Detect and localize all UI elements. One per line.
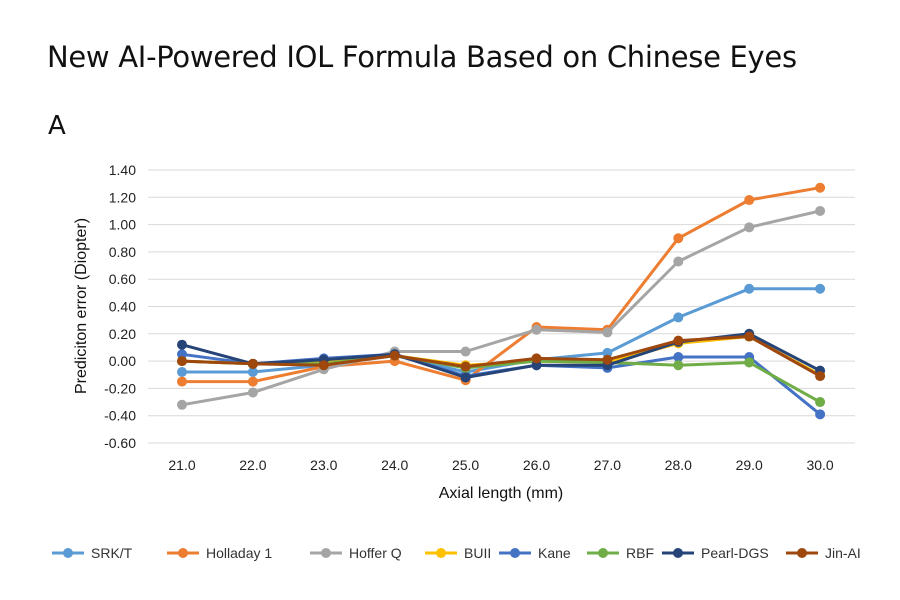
data-point — [815, 371, 826, 382]
page-title: New AI-Powered IOL Formula Based on Chin… — [47, 40, 797, 74]
y-tick-label: 0.40 — [109, 299, 136, 315]
data-point — [177, 339, 187, 350]
legend-label: Kane — [538, 545, 571, 561]
y-tick-label: 1.40 — [109, 162, 136, 178]
y-tick-label: -0.40 — [104, 408, 136, 424]
x-tick-label: 24.0 — [381, 457, 408, 473]
data-point — [318, 360, 329, 371]
legend-swatch-marker — [63, 548, 73, 558]
legend-item: Holladay 1 — [167, 545, 272, 561]
legend-swatch-marker — [178, 548, 188, 558]
legend-swatch-marker — [436, 548, 446, 558]
panel-label: A — [48, 111, 66, 141]
series-jin-ai — [177, 331, 826, 382]
x-tick-label: 21.0 — [168, 457, 195, 473]
legend-item: RBF — [587, 545, 654, 561]
data-point — [177, 356, 187, 367]
y-axis-title: Prediciton error (Diopter) — [73, 218, 90, 394]
data-point — [460, 361, 471, 372]
legend-item: Pearl-DGS — [662, 545, 769, 561]
y-tick-label: 1.00 — [109, 217, 136, 233]
data-point — [815, 182, 826, 193]
y-tick-label: 0.20 — [109, 326, 136, 342]
data-point — [744, 222, 755, 233]
data-point — [247, 387, 258, 398]
data-point — [815, 205, 826, 216]
data-point — [673, 312, 684, 323]
series-hoffer-q — [177, 205, 826, 410]
legend-item: Hoffer Q — [310, 545, 402, 561]
data-point — [673, 233, 684, 244]
data-point — [389, 350, 400, 361]
legend-swatch-marker — [797, 548, 807, 558]
data-point — [247, 376, 258, 387]
y-tick-label: 0.00 — [109, 353, 136, 369]
data-point — [673, 352, 684, 363]
legend-item: BUII — [425, 545, 491, 561]
data-point — [744, 331, 755, 342]
data-point — [744, 283, 755, 294]
data-point — [815, 397, 826, 408]
x-axis-title: Axial length (mm) — [439, 485, 563, 502]
legend-label: Pearl-DGS — [701, 545, 769, 561]
data-point — [177, 376, 187, 387]
legend-swatch-marker — [598, 548, 608, 558]
series-line — [182, 186, 821, 384]
data-point — [177, 399, 187, 410]
x-tick-label: 25.0 — [452, 457, 479, 473]
data-point — [177, 367, 187, 378]
data-point — [531, 324, 542, 335]
y-tick-label: -0.20 — [104, 380, 136, 396]
y-tick-label: 0.60 — [109, 271, 136, 287]
x-tick-label: 30.0 — [806, 457, 833, 473]
legend-label: Hoffer Q — [349, 545, 402, 561]
legend-item: Jin-AI — [786, 545, 861, 561]
legend-swatch-marker — [321, 548, 331, 558]
legend-swatch-marker — [673, 548, 683, 558]
data-point — [673, 335, 684, 346]
gridlines — [148, 169, 855, 444]
y-tick-label: 1.20 — [109, 189, 136, 205]
data-point — [673, 256, 684, 267]
y-tick-labels: -0.60 -0.40 -0.20 0.00 0.20 0.40 0.60 0.80 1.00 1… — [104, 162, 136, 451]
data-point — [531, 353, 542, 364]
legend: SRK/T Holladay 1 Hoffer Q BUII Kane RBF Pearl-… — [52, 545, 861, 561]
x-tick-label: 22.0 — [239, 457, 266, 473]
series-line — [181, 209, 821, 407]
legend-label: RBF — [626, 545, 654, 561]
data-point — [744, 357, 755, 368]
series-line — [181, 335, 821, 378]
series-rbf — [177, 350, 826, 408]
y-tick-label: 0.80 — [109, 244, 136, 260]
legend-label: BUII — [464, 545, 491, 561]
data-point — [815, 283, 826, 294]
legend-label: Jin-AI — [825, 545, 861, 561]
legend-swatch-marker — [510, 548, 520, 558]
x-tick-label: 23.0 — [310, 457, 337, 473]
x-tick-label: 26.0 — [523, 457, 550, 473]
data-point — [460, 346, 471, 357]
x-tick-label: 29.0 — [736, 457, 763, 473]
data-point — [744, 195, 755, 206]
legend-item: SRK/T — [52, 545, 133, 561]
data-point — [460, 372, 471, 383]
data-point — [602, 354, 613, 365]
x-tick-label: 27.0 — [594, 457, 621, 473]
y-tick-label: -0.60 — [104, 435, 136, 451]
legend-label: Holladay 1 — [206, 545, 272, 561]
legend-item: Kane — [499, 545, 571, 561]
data-point — [602, 327, 613, 338]
series-lines — [177, 182, 826, 420]
x-tick-labels: 21.0 22.0 23.0 24.0 25.0 26.0 27.0 28.0 29.0 30.0 — [168, 457, 834, 473]
data-point — [815, 409, 826, 420]
legend-label: SRK/T — [91, 545, 133, 561]
series-line — [182, 287, 821, 374]
data-point — [673, 360, 684, 371]
data-point — [247, 358, 258, 369]
x-tick-label: 28.0 — [665, 457, 692, 473]
data-point — [247, 367, 258, 378]
